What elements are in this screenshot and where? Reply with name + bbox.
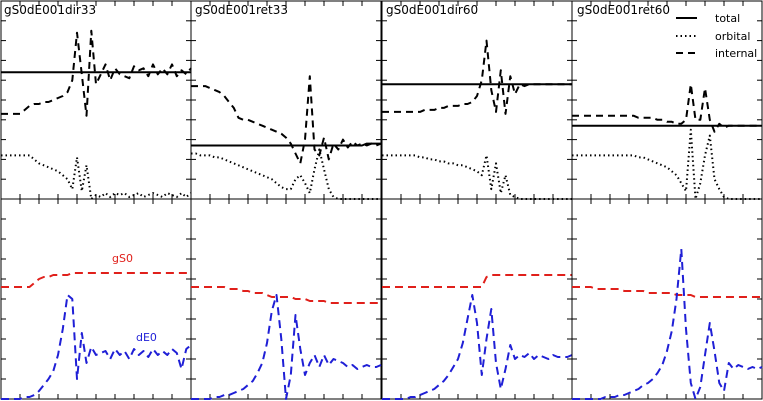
gs0-line	[382, 274, 572, 288]
top-panel-frame	[381, 0, 573, 200]
gs0-line	[191, 286, 381, 304]
gs0-label: gS0	[112, 252, 133, 265]
top-panel-frame	[190, 0, 382, 200]
bottom-panel-frame	[571, 198, 763, 400]
gs0-line	[572, 286, 762, 298]
legend-label-internal: internal	[715, 47, 757, 60]
de0-line	[382, 294, 573, 400]
orbital-line	[382, 154, 572, 200]
de0-line	[191, 294, 382, 400]
top-panel-frame	[0, 0, 192, 200]
total-line	[191, 142, 381, 147]
de0-line	[1, 294, 192, 400]
bottom-panel-frame	[0, 198, 192, 400]
internal-line	[572, 83, 762, 133]
orbital-line	[1, 154, 192, 200]
bottom-panel-frame	[190, 198, 382, 400]
de0-line	[572, 248, 763, 400]
panel-title-1: gS0dE001dir33	[4, 3, 96, 17]
legend: total orbital internal	[676, 12, 757, 60]
de0-label: dE0	[136, 331, 157, 344]
orbital-line	[572, 128, 762, 200]
panel-title-2: gS0dE001ret33	[195, 3, 288, 17]
legend-label-total: total	[715, 12, 740, 25]
panel-title-4: gS0dE001ret60	[577, 3, 670, 17]
orbital-line	[191, 148, 381, 200]
bottom-panel-frame	[381, 198, 573, 400]
internal-line	[191, 75, 382, 165]
panel-title-3: gS0dE001dir60	[386, 3, 478, 17]
internal-line	[382, 39, 572, 115]
gs0-line	[1, 272, 191, 288]
legend-label-orbital: orbital	[715, 30, 750, 43]
